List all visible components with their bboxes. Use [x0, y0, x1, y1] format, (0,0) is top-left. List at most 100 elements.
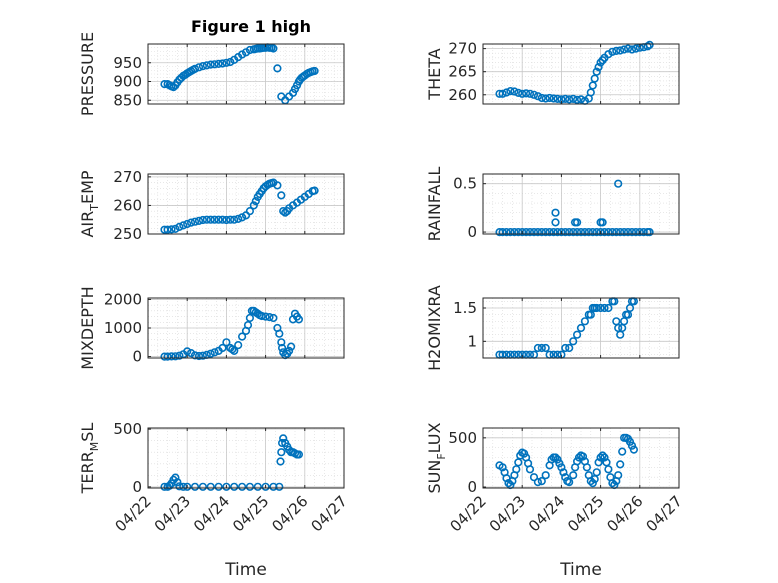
axes-box — [482, 43, 680, 105]
y-axis-label: PRESSURE — [78, 32, 97, 116]
data-point — [179, 221, 188, 230]
data-point — [584, 228, 593, 237]
data-point — [206, 215, 215, 224]
data-point — [206, 60, 215, 69]
axes-box — [147, 173, 345, 235]
data-point — [541, 228, 550, 237]
data-point — [569, 94, 578, 103]
data-point — [576, 323, 586, 333]
data-point — [586, 477, 595, 486]
axes-box — [482, 297, 680, 359]
subplot-terr: 0 500 TERRMSL 04/2204/2304/2404/2504/2604/2… — [78, 420, 351, 580]
data-point — [278, 343, 287, 353]
data-point — [194, 63, 204, 72]
data-point — [545, 93, 554, 103]
data-point — [619, 228, 629, 237]
data-point — [604, 465, 613, 474]
data-point — [537, 477, 546, 486]
x-tick-label: 04/25 — [564, 492, 607, 535]
data-point — [210, 348, 219, 357]
data-point — [214, 482, 223, 491]
data-point — [257, 311, 266, 321]
subplot-air: 250 260 270 AIRTEMP — [78, 168, 345, 243]
data-point — [598, 451, 607, 460]
x-tick-label: 04/24 — [525, 492, 568, 535]
data-point — [175, 222, 184, 231]
x-tick-label: 04/27 — [643, 492, 686, 535]
data-point — [277, 448, 286, 457]
data-point — [588, 228, 597, 237]
data-point — [175, 351, 184, 360]
data-point — [565, 228, 574, 237]
data-point — [576, 95, 586, 104]
data-point — [510, 228, 519, 237]
x-tick-label: 04/26 — [603, 492, 646, 535]
data-point — [586, 88, 595, 97]
data-point — [198, 61, 207, 71]
data-point — [572, 218, 582, 227]
data-point — [525, 228, 535, 237]
data-point — [238, 213, 247, 222]
data-point — [222, 482, 231, 491]
data-point — [631, 228, 641, 237]
data-point — [578, 452, 588, 461]
data-point — [588, 479, 597, 488]
data-point — [608, 228, 617, 237]
data-point — [287, 342, 296, 351]
y-tick-label: 1 — [467, 332, 477, 350]
data-point — [572, 95, 582, 104]
y-tick-label: 500 — [113, 420, 142, 438]
data-point — [574, 453, 584, 462]
data-point — [222, 338, 231, 347]
data-point — [645, 40, 654, 50]
data-point — [261, 482, 270, 491]
data-point — [629, 445, 639, 454]
data-point — [498, 89, 507, 98]
data-point — [253, 482, 262, 491]
data-point — [276, 457, 285, 466]
data-point — [529, 228, 539, 237]
data-point — [275, 329, 284, 338]
data-point — [279, 434, 288, 443]
data-point — [604, 228, 613, 237]
data-point — [190, 217, 200, 226]
data-point — [555, 459, 564, 468]
data-point — [218, 215, 227, 224]
axes-box — [147, 427, 345, 489]
data-point — [167, 352, 176, 361]
data-point — [245, 207, 254, 216]
data-point — [608, 47, 617, 56]
data-point — [545, 228, 554, 237]
data-point — [190, 482, 200, 491]
data-point — [525, 89, 535, 98]
data-point — [502, 88, 511, 97]
data-point — [521, 228, 531, 237]
data-point — [238, 332, 247, 341]
y-axis-label: THETA — [425, 48, 444, 100]
data-point — [616, 228, 625, 237]
data-point — [541, 94, 550, 103]
data-point — [514, 88, 523, 97]
data-point — [202, 61, 211, 70]
data-point — [198, 351, 207, 360]
data-point — [533, 343, 543, 353]
data-point — [310, 186, 319, 195]
data-point — [529, 473, 539, 482]
data-point — [525, 465, 535, 474]
data-point — [521, 89, 531, 98]
data-point — [206, 349, 215, 358]
data-point — [582, 463, 592, 472]
y-axis-label: H2OMIXRA — [425, 285, 444, 371]
y-tick-label: 2000 — [104, 290, 142, 308]
data-point — [557, 228, 566, 237]
subplot-sun: 0 500SUNFLUX04/2204/2304/2404/2504/2604/2… — [425, 422, 686, 580]
data-point — [569, 337, 578, 346]
data-point — [518, 89, 527, 98]
data-point — [631, 44, 641, 53]
y-tick-label: 900 — [113, 73, 142, 91]
data-point — [608, 479, 617, 488]
data-point — [592, 303, 601, 313]
data-point — [506, 228, 515, 237]
data-point — [572, 330, 582, 339]
